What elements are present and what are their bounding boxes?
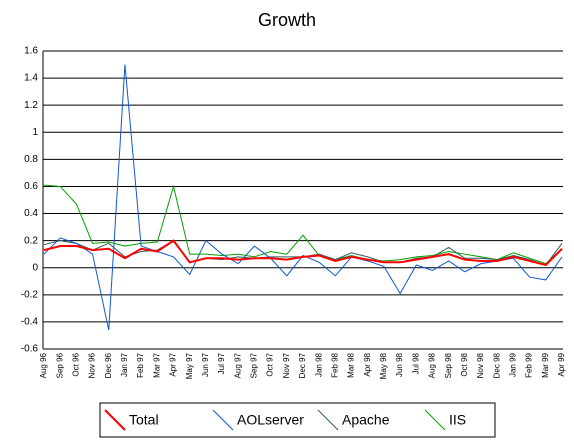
x-tick-label: Mar 97 <box>152 352 161 377</box>
x-tick-label: Jan 97 <box>120 352 129 377</box>
y-tick-label: 1.4 <box>24 73 38 84</box>
x-tick-label: Dec 96 <box>104 352 113 378</box>
y-tick-label: 1.6 <box>24 46 38 57</box>
x-tick-label: Nov 96 <box>88 352 97 378</box>
legend-icon <box>424 409 446 431</box>
x-tick-label: Feb 99 <box>525 352 534 377</box>
x-tick-label: Aug 97 <box>233 352 242 378</box>
x-tick-label: Jun 98 <box>395 352 404 377</box>
legend-icon <box>317 409 339 431</box>
x-tick-label: Feb 98 <box>330 352 339 377</box>
series-line <box>43 184 563 265</box>
x-tick-label: Dec 97 <box>298 352 307 378</box>
x-tick-label: Sep 96 <box>55 352 64 378</box>
x-tick-label: May 98 <box>379 352 388 379</box>
y-tick-label: -0.4 <box>21 317 39 328</box>
legend-label: IIS <box>449 412 466 428</box>
x-tick-label: Sep 97 <box>250 352 259 378</box>
x-tick-label: Mar 99 <box>541 352 550 377</box>
legend-label: AOLserver <box>237 412 304 428</box>
x-tick-label: Nov 98 <box>476 352 485 378</box>
x-tick-label: Apr 98 <box>363 352 372 376</box>
legend-icon <box>212 409 234 431</box>
y-tick-label: 0.2 <box>24 235 38 246</box>
y-tick-label: -0.2 <box>21 289 39 300</box>
y-tick-label: 0.8 <box>24 154 38 165</box>
x-tick-label: Oct 98 <box>460 352 469 376</box>
x-tick-label: Apr 99 <box>557 352 566 376</box>
x-tick-label: Sep 98 <box>444 352 453 378</box>
x-tick-label: Feb 97 <box>136 352 145 377</box>
legend-box <box>99 402 496 438</box>
x-tick-label: Nov 97 <box>282 352 291 378</box>
series-line <box>43 64 563 331</box>
x-tick-label: Jul 97 <box>217 352 226 374</box>
chart-title: Growth <box>258 10 316 30</box>
y-tick-label: -0.6 <box>21 344 39 355</box>
y-tick-label: 0.6 <box>24 181 38 192</box>
x-tick-label: May 97 <box>185 352 194 379</box>
series-line <box>43 239 563 267</box>
x-tick-label: Dec 98 <box>492 352 501 378</box>
y-tick-label: 0 <box>32 262 38 273</box>
x-tick-label: Aug 98 <box>428 352 437 378</box>
x-tick-label: Apr 97 <box>169 352 178 376</box>
x-tick-label: Jun 97 <box>201 352 210 377</box>
y-tick-label: 1.2 <box>24 100 38 111</box>
x-tick-label: Aug 96 <box>39 352 48 378</box>
x-tick-label: Jul 98 <box>411 352 420 374</box>
y-tick-label: 0.4 <box>24 208 38 219</box>
x-tick-label: Oct 97 <box>266 352 275 376</box>
x-tick-label: Jan 99 <box>509 352 518 377</box>
legend-label: Total <box>129 412 159 428</box>
y-tick-label: 1 <box>32 127 38 138</box>
x-tick-label: Jan 98 <box>314 352 323 377</box>
legend-label: Apache <box>342 412 390 428</box>
x-tick-label: Mar 98 <box>347 352 356 377</box>
x-tick-label: Oct 96 <box>71 352 80 376</box>
legend-icon <box>104 409 126 431</box>
